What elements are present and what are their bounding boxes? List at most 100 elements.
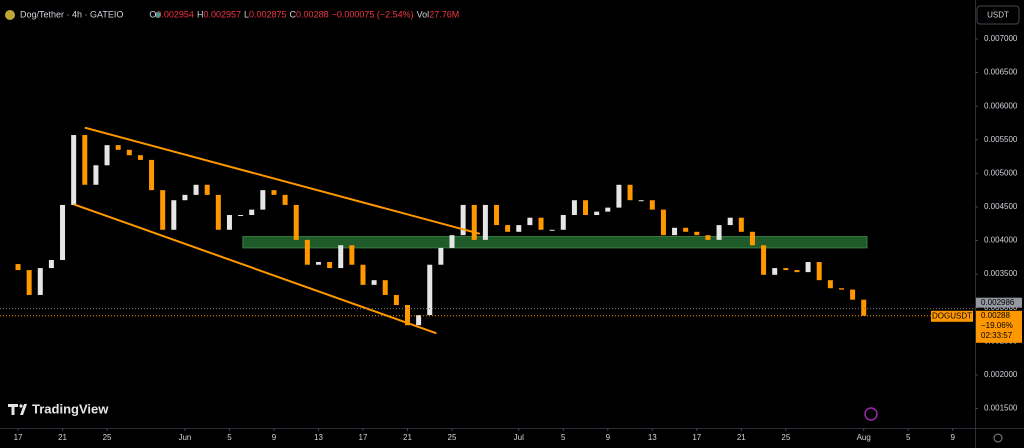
candle [204, 184, 210, 195]
candle [427, 264, 433, 316]
candle [527, 217, 533, 226]
candle [471, 204, 477, 240]
candle [694, 231, 700, 236]
candle [749, 231, 755, 246]
candle [371, 280, 377, 285]
candle [360, 264, 366, 285]
x-tick-label: 13 [314, 433, 323, 442]
candle [327, 262, 333, 269]
candle [716, 225, 722, 240]
status-dot [155, 12, 161, 18]
symbol-icon [5, 10, 15, 20]
candle [850, 289, 856, 300]
candle [727, 217, 733, 226]
candle [315, 262, 321, 265]
x-tick-label: Jun [178, 433, 191, 442]
price-tag [976, 310, 1022, 343]
candle [816, 262, 822, 281]
candle [338, 245, 344, 269]
candle [438, 247, 444, 265]
x-tick-label: 21 [403, 433, 412, 442]
candle [271, 190, 277, 195]
x-tick-label: 25 [103, 433, 112, 442]
currency-button[interactable] [976, 5, 1020, 25]
brand-logo [8, 404, 27, 415]
candle [649, 200, 655, 210]
candle [238, 215, 244, 217]
price-tag-label: −19.06% [981, 321, 1013, 330]
trend-line [73, 203, 437, 335]
price-tag-label: 0.00288 [981, 311, 1010, 320]
symbol-name: Dog/Tether · 4h · GATEIO [20, 10, 123, 20]
currency-label[interactable]: USDT [987, 11, 1009, 20]
x-tick-label: 5 [227, 433, 232, 442]
x-tick-label: 5 [561, 433, 566, 442]
candle [538, 217, 544, 230]
candle [249, 209, 255, 216]
y-tick-label: 0.004500 [984, 202, 1018, 211]
candle [616, 184, 622, 208]
candle [349, 245, 355, 265]
x-tick-label: 21 [58, 433, 67, 442]
candle [71, 135, 77, 205]
y-tick-label: 0.004000 [984, 236, 1018, 245]
candle [282, 194, 288, 205]
support-zone [242, 236, 868, 249]
y-tick-label: 0.001500 [984, 404, 1018, 413]
x-tick-label: 9 [272, 433, 277, 442]
trend-line [84, 126, 481, 235]
x-tick-label: 13 [648, 433, 657, 442]
ohlc-label: O [149, 10, 156, 20]
ohlc-label: H [197, 10, 204, 20]
alert-icon[interactable] [864, 407, 878, 421]
candle [638, 200, 644, 202]
candle [215, 194, 221, 230]
price-tag [976, 297, 1022, 308]
x-tick-label: 5 [906, 433, 911, 442]
brand-icon [19, 404, 23, 408]
candle [260, 190, 266, 210]
candle [193, 184, 199, 195]
x-tick-label: 25 [448, 433, 457, 442]
candle [494, 204, 500, 226]
y-tick-label: 0.005500 [984, 135, 1018, 144]
candle [660, 209, 666, 236]
candle [126, 149, 132, 156]
y-tick-label: 0.006000 [984, 101, 1018, 110]
candle [382, 280, 388, 295]
candle [60, 204, 66, 261]
y-tick-label: 0.002000 [984, 370, 1018, 379]
candle [15, 264, 21, 271]
y-tick-label: 0.007000 [984, 34, 1018, 43]
candle [627, 184, 633, 201]
candle [571, 200, 577, 216]
settings-icon[interactable] [993, 433, 1003, 443]
candle [772, 268, 778, 275]
candle [672, 227, 678, 236]
price-tag-label: 0.002986 [981, 298, 1015, 307]
volume-value: 27.76M [429, 10, 459, 20]
candle [783, 268, 789, 271]
x-tick-label: Aug [857, 433, 871, 442]
candle [838, 288, 844, 290]
volume-label: Vol [417, 10, 430, 20]
candle [160, 190, 166, 230]
candle [827, 280, 833, 289]
candle [416, 315, 422, 326]
x-tick-label: 9 [606, 433, 611, 442]
symbol-tag [931, 310, 973, 322]
symbol-tag-label: DOGUSDT [932, 311, 972, 320]
candle [738, 217, 744, 232]
price-tag-label: 02:33:57 [981, 331, 1013, 340]
brand-icon [8, 404, 27, 415]
candle [26, 270, 32, 295]
ohlc-value: 0.002954 [156, 10, 194, 20]
header [5, 10, 161, 20]
ohlc-label: L [244, 10, 249, 20]
x-tick-label: 17 [692, 433, 701, 442]
candle [37, 268, 43, 295]
candle [149, 159, 155, 191]
